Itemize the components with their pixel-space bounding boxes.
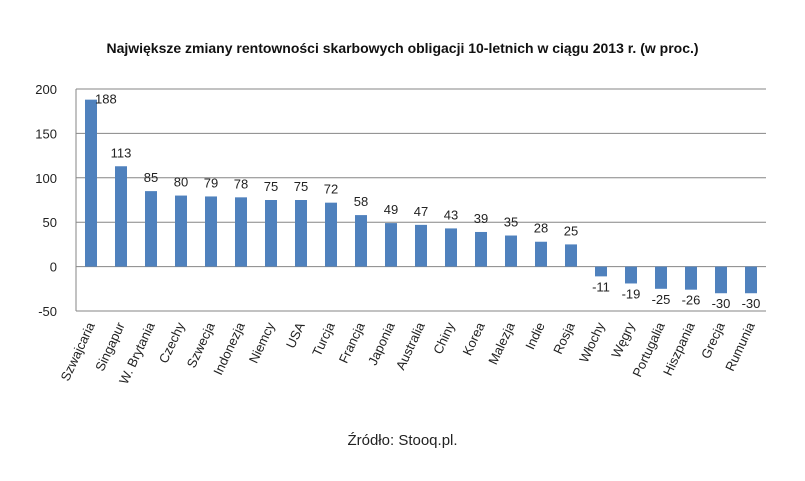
data-label: -26 [682,293,701,308]
bar [535,241,547,267]
bar [235,197,247,267]
bar [745,266,757,294]
x-tick-label: Turcja [309,319,338,358]
y-tick-label: 200 [35,82,57,97]
data-label: 113 [111,145,132,160]
bar [475,231,487,267]
y-tick-label: 50 [43,215,57,230]
bar [85,99,97,267]
data-label: 75 [264,179,278,194]
bar [505,235,517,267]
y-axis-ticks: 200 150 100 50 0 -50 [35,82,57,319]
data-label: -11 [592,279,610,294]
bar [655,266,667,289]
x-tick-label: Chiny [430,319,458,356]
data-label: 80 [174,175,188,190]
data-label: 78 [234,176,248,191]
x-tick-label: Szwecja [184,319,218,370]
data-label: -30 [712,296,731,311]
x-tick-label: Grecja [698,319,728,361]
x-tick-label: Francja [336,319,368,365]
bar [415,224,427,267]
x-tick-label: Czechy [156,319,188,365]
x-tick-label: Włochy [576,319,608,364]
data-label: 43 [444,207,458,222]
bar [145,191,157,267]
y-tick-label: 150 [35,126,57,141]
x-tick-label: Szwajcaria [58,319,98,383]
bars [85,99,757,294]
bar [325,202,337,267]
bar [685,266,697,290]
x-tick-label: Malezja [485,319,518,367]
data-label: -19 [622,286,641,301]
bar [295,200,307,267]
bar [115,166,127,267]
data-label: 75 [294,179,308,194]
x-tick-label: Australia [393,319,428,372]
data-label: 72 [324,182,338,197]
data-label: 25 [564,223,578,238]
x-tick-label: Rumunia [722,319,758,373]
y-tick-label: 0 [50,260,57,275]
data-label: 79 [204,175,218,190]
data-label: 188 [95,92,117,107]
bar [565,244,577,267]
data-label: -30 [742,296,761,311]
data-label: 49 [384,202,398,217]
x-tick-label: Niemcy [246,319,278,365]
x-tick-label: Indie [522,320,548,352]
data-label: 58 [354,194,368,209]
x-tick-label: Rosja [550,319,578,356]
data-label: 85 [144,170,158,185]
x-tick-label: Korea [459,319,488,357]
bar [625,266,637,284]
bar [265,200,277,267]
bar [715,266,727,294]
data-label: 28 [534,221,548,236]
y-tick-label: 100 [35,171,57,186]
x-tick-label: USA [283,320,308,351]
x-tick-label: Japonia [365,319,398,367]
bar [445,228,457,267]
bar [175,195,187,267]
data-label: -25 [652,292,671,307]
source-note: Źródło: Stooq.pl. [347,432,458,449]
data-label: 35 [504,215,518,230]
y-tick-label: -50 [38,304,57,319]
x-tick-label: Węgry [608,319,638,360]
bar [355,215,367,267]
bar [385,223,397,267]
bar [595,266,607,277]
data-label: 47 [414,204,428,219]
chart-title: Największe zmiany rentowności skarbowych… [106,40,699,56]
bar [205,196,217,267]
data-label: 39 [474,211,488,226]
